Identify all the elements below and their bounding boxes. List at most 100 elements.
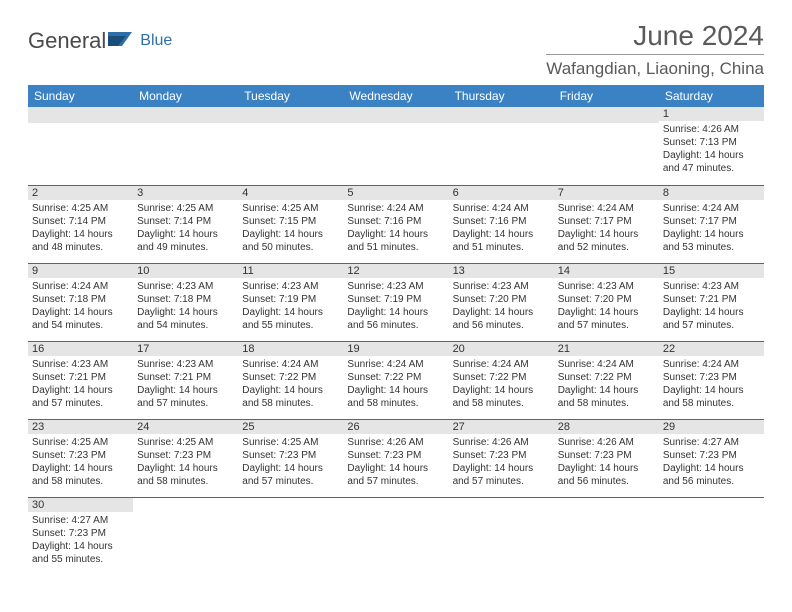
empty-day <box>554 107 659 123</box>
day-details: Sunrise: 4:26 AMSunset: 7:23 PMDaylight:… <box>449 434 554 492</box>
calendar-cell <box>133 497 238 575</box>
sunrise-text: Sunrise: 4:24 AM <box>347 358 444 371</box>
calendar-cell: 3Sunrise: 4:25 AMSunset: 7:14 PMDaylight… <box>133 185 238 263</box>
month-title: June 2024 <box>546 20 764 52</box>
sunrise-text: Sunrise: 4:27 AM <box>32 514 129 527</box>
sunrise-text: Sunrise: 4:23 AM <box>137 280 234 293</box>
calendar-row: 2Sunrise: 4:25 AMSunset: 7:14 PMDaylight… <box>28 185 764 263</box>
daylight-text: Daylight: 14 hours and 50 minutes. <box>242 228 339 254</box>
day-details: Sunrise: 4:23 AMSunset: 7:21 PMDaylight:… <box>659 278 764 336</box>
sunset-text: Sunset: 7:16 PM <box>453 215 550 228</box>
daylight-text: Daylight: 14 hours and 58 minutes. <box>137 462 234 488</box>
sunrise-text: Sunrise: 4:25 AM <box>32 436 129 449</box>
empty-day <box>343 107 448 123</box>
sunset-text: Sunset: 7:23 PM <box>663 449 760 462</box>
weekday-header: Thursday <box>449 85 554 107</box>
sunrise-text: Sunrise: 4:25 AM <box>242 436 339 449</box>
sunset-text: Sunset: 7:17 PM <box>663 215 760 228</box>
calendar-cell: 17Sunrise: 4:23 AMSunset: 7:21 PMDayligh… <box>133 341 238 419</box>
daylight-text: Daylight: 14 hours and 56 minutes. <box>347 306 444 332</box>
sunset-text: Sunset: 7:20 PM <box>453 293 550 306</box>
day-number: 10 <box>133 264 238 278</box>
sunset-text: Sunset: 7:21 PM <box>32 371 129 384</box>
calendar-row: 23Sunrise: 4:25 AMSunset: 7:23 PMDayligh… <box>28 419 764 497</box>
calendar-cell: 9Sunrise: 4:24 AMSunset: 7:18 PMDaylight… <box>28 263 133 341</box>
sunrise-text: Sunrise: 4:24 AM <box>663 202 760 215</box>
calendar-table: Sunday Monday Tuesday Wednesday Thursday… <box>28 85 764 575</box>
calendar-cell: 6Sunrise: 4:24 AMSunset: 7:16 PMDaylight… <box>449 185 554 263</box>
day-number: 1 <box>659 107 764 121</box>
calendar-cell <box>343 497 448 575</box>
calendar-cell <box>343 107 448 185</box>
daylight-text: Daylight: 14 hours and 55 minutes. <box>242 306 339 332</box>
sunset-text: Sunset: 7:18 PM <box>137 293 234 306</box>
daylight-text: Daylight: 14 hours and 57 minutes. <box>453 462 550 488</box>
daylight-text: Daylight: 14 hours and 58 minutes. <box>242 384 339 410</box>
sunset-text: Sunset: 7:21 PM <box>137 371 234 384</box>
sunrise-text: Sunrise: 4:27 AM <box>663 436 760 449</box>
daylight-text: Daylight: 14 hours and 56 minutes. <box>558 462 655 488</box>
daylight-text: Daylight: 14 hours and 55 minutes. <box>32 540 129 566</box>
day-number: 7 <box>554 186 659 200</box>
daylight-text: Daylight: 14 hours and 56 minutes. <box>453 306 550 332</box>
calendar-cell: 2Sunrise: 4:25 AMSunset: 7:14 PMDaylight… <box>28 185 133 263</box>
calendar-cell <box>449 107 554 185</box>
day-number: 17 <box>133 342 238 356</box>
calendar-cell: 4Sunrise: 4:25 AMSunset: 7:15 PMDaylight… <box>238 185 343 263</box>
day-number: 28 <box>554 420 659 434</box>
sunrise-text: Sunrise: 4:25 AM <box>32 202 129 215</box>
day-details: Sunrise: 4:24 AMSunset: 7:22 PMDaylight:… <box>238 356 343 414</box>
calendar-cell: 27Sunrise: 4:26 AMSunset: 7:23 PMDayligh… <box>449 419 554 497</box>
day-number: 21 <box>554 342 659 356</box>
sunset-text: Sunset: 7:18 PM <box>32 293 129 306</box>
sunset-text: Sunset: 7:23 PM <box>663 371 760 384</box>
calendar-row: 30Sunrise: 4:27 AMSunset: 7:23 PMDayligh… <box>28 497 764 575</box>
calendar-cell: 26Sunrise: 4:26 AMSunset: 7:23 PMDayligh… <box>343 419 448 497</box>
daylight-text: Daylight: 14 hours and 57 minutes. <box>242 462 339 488</box>
day-number: 14 <box>554 264 659 278</box>
daylight-text: Daylight: 14 hours and 53 minutes. <box>663 228 760 254</box>
daylight-text: Daylight: 14 hours and 58 minutes. <box>347 384 444 410</box>
sunrise-text: Sunrise: 4:24 AM <box>453 358 550 371</box>
sunrise-text: Sunrise: 4:24 AM <box>347 202 444 215</box>
calendar-cell <box>28 107 133 185</box>
calendar-cell <box>554 497 659 575</box>
daylight-text: Daylight: 14 hours and 49 minutes. <box>137 228 234 254</box>
weekday-header: Friday <box>554 85 659 107</box>
sunset-text: Sunset: 7:23 PM <box>558 449 655 462</box>
calendar-cell <box>133 107 238 185</box>
sunrise-text: Sunrise: 4:25 AM <box>137 436 234 449</box>
logo-sub: Blue <box>140 32 172 50</box>
day-number: 20 <box>449 342 554 356</box>
calendar-cell <box>238 107 343 185</box>
sunrise-text: Sunrise: 4:23 AM <box>137 358 234 371</box>
calendar-cell: 8Sunrise: 4:24 AMSunset: 7:17 PMDaylight… <box>659 185 764 263</box>
day-number: 19 <box>343 342 448 356</box>
day-details: Sunrise: 4:24 AMSunset: 7:23 PMDaylight:… <box>659 356 764 414</box>
sunset-text: Sunset: 7:21 PM <box>663 293 760 306</box>
sunrise-text: Sunrise: 4:26 AM <box>558 436 655 449</box>
sunrise-text: Sunrise: 4:23 AM <box>663 280 760 293</box>
calendar-cell: 13Sunrise: 4:23 AMSunset: 7:20 PMDayligh… <box>449 263 554 341</box>
sunrise-text: Sunrise: 4:24 AM <box>558 202 655 215</box>
sunset-text: Sunset: 7:16 PM <box>347 215 444 228</box>
sunrise-text: Sunrise: 4:24 AM <box>242 358 339 371</box>
sunset-text: Sunset: 7:22 PM <box>558 371 655 384</box>
weekday-header: Monday <box>133 85 238 107</box>
day-details: Sunrise: 4:24 AMSunset: 7:22 PMDaylight:… <box>343 356 448 414</box>
day-details: Sunrise: 4:27 AMSunset: 7:23 PMDaylight:… <box>659 434 764 492</box>
day-number: 15 <box>659 264 764 278</box>
calendar-cell: 18Sunrise: 4:24 AMSunset: 7:22 PMDayligh… <box>238 341 343 419</box>
sunset-text: Sunset: 7:23 PM <box>32 527 129 540</box>
calendar-cell: 23Sunrise: 4:25 AMSunset: 7:23 PMDayligh… <box>28 419 133 497</box>
day-details: Sunrise: 4:23 AMSunset: 7:19 PMDaylight:… <box>343 278 448 336</box>
calendar-cell: 5Sunrise: 4:24 AMSunset: 7:16 PMDaylight… <box>343 185 448 263</box>
daylight-text: Daylight: 14 hours and 54 minutes. <box>32 306 129 332</box>
day-details: Sunrise: 4:24 AMSunset: 7:22 PMDaylight:… <box>449 356 554 414</box>
day-number: 9 <box>28 264 133 278</box>
sunset-text: Sunset: 7:22 PM <box>347 371 444 384</box>
day-number: 4 <box>238 186 343 200</box>
day-details: Sunrise: 4:23 AMSunset: 7:21 PMDaylight:… <box>133 356 238 414</box>
empty-day <box>238 107 343 123</box>
weekday-row: Sunday Monday Tuesday Wednesday Thursday… <box>28 85 764 107</box>
